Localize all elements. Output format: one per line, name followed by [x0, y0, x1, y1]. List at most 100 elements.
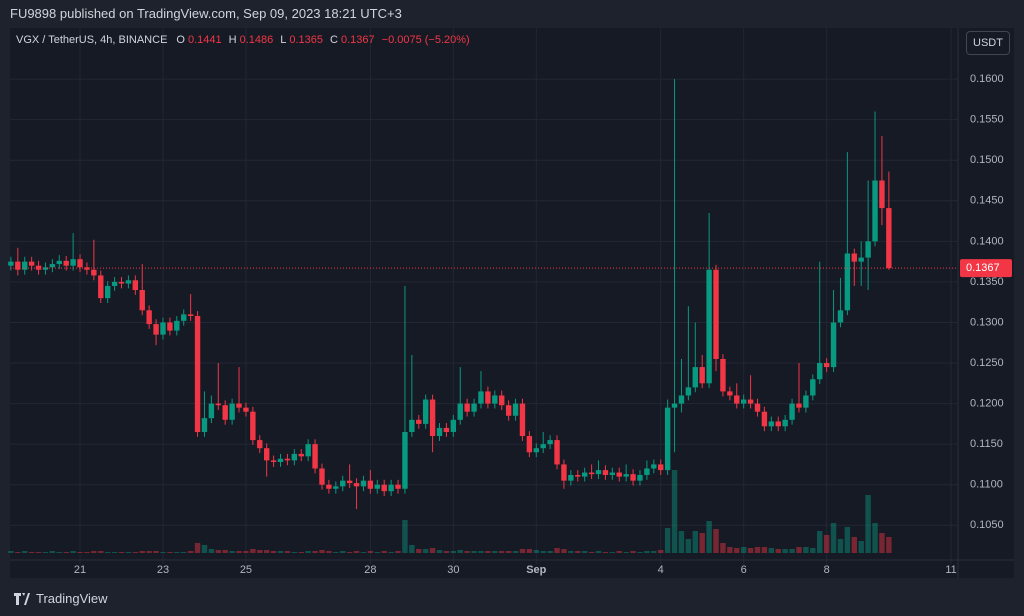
close-value: 0.1367: [340, 34, 375, 46]
volume-bar: [312, 551, 318, 553]
candle-body: [519, 403, 526, 437]
volume-bar: [215, 550, 221, 553]
y-tick-label: 0.1250: [970, 357, 1004, 369]
symbol-title: VGX / TetherUS, 4h, BINANCE: [16, 34, 168, 46]
ohlc-letter: L: [280, 34, 287, 46]
candle-body: [671, 403, 678, 408]
volume-bar: [713, 529, 719, 553]
volume-bar: [817, 531, 823, 553]
volume-bar: [630, 551, 636, 553]
volume-bar: [422, 549, 429, 553]
candle-body: [547, 440, 553, 445]
volume-bar: [658, 550, 664, 553]
candle-body: [346, 480, 353, 484]
volume-bar: [416, 549, 422, 553]
candle-body: [236, 403, 242, 408]
candle-body: [409, 419, 415, 432]
volume-bar: [236, 551, 242, 553]
volume-bar: [595, 551, 602, 553]
volume-bar: [879, 533, 885, 553]
candle-body: [340, 480, 346, 487]
volume-bar: [319, 550, 325, 553]
volume-bar: [837, 539, 844, 553]
volume-bar: [519, 549, 526, 553]
volume-bar: [388, 552, 394, 553]
candle-body: [782, 419, 788, 427]
candle-body: [429, 399, 436, 437]
volume-bar: [443, 551, 450, 553]
candle-body: [457, 403, 463, 420]
candle-body: [630, 474, 636, 481]
volume-bar: [277, 551, 284, 553]
candle-body: [464, 403, 470, 412]
volume-bar: [886, 537, 892, 553]
volume-bar: [49, 551, 56, 553]
legend: VGX / TetherUS, 4h, BINANCE O 0.1441 H 0.1…: [16, 34, 474, 46]
candle-body: [104, 285, 111, 299]
x-tick-label: 8: [824, 564, 830, 576]
y-tick-label: 0.1600: [970, 73, 1004, 85]
volume-bar: [340, 551, 346, 553]
volume-bar: [15, 552, 21, 553]
candle-body: [402, 431, 408, 489]
volume-bar: [512, 551, 519, 553]
volume-bar: [830, 523, 837, 553]
candle-body: [250, 411, 256, 441]
volume-bar: [326, 551, 332, 553]
candle-body: [28, 261, 35, 266]
candle-body: [353, 483, 360, 487]
y-tick-label: 0.1550: [970, 114, 1004, 126]
volume-bar: [547, 551, 553, 553]
volume-bar: [139, 551, 145, 553]
y-tick-label: 0.1150: [970, 438, 1003, 450]
candle-body: [823, 363, 830, 368]
volume-bar: [91, 551, 97, 553]
volume-bar: [581, 551, 588, 553]
volume-bar: [132, 552, 139, 553]
candle-body: [699, 367, 705, 384]
y-tick-label: 0.1200: [970, 397, 1004, 409]
y-tick-label: 0.1350: [970, 276, 1004, 288]
volume-bar: [333, 552, 339, 553]
candle-body: [540, 444, 546, 449]
candle-body: [8, 261, 14, 266]
volume-bar: [609, 552, 616, 553]
ohlc-letter: H: [228, 34, 237, 46]
volume-bar: [485, 551, 491, 553]
candle-body: [56, 260, 62, 265]
volume-bar: [104, 552, 111, 553]
x-tick-label: 6: [741, 564, 747, 576]
candle-body: [872, 180, 878, 242]
candle-body: [139, 290, 145, 311]
candle-body: [886, 208, 892, 269]
volume-bar: [22, 551, 28, 553]
open-value: 0.1441: [187, 34, 222, 46]
candle-body: [588, 472, 595, 475]
candle-body: [754, 403, 761, 412]
volume-bar: [803, 547, 809, 553]
candle-body: [312, 444, 318, 469]
candle-body: [63, 260, 69, 266]
volume-bar: [153, 551, 159, 553]
volume-bar: [229, 551, 235, 553]
candle-body: [222, 405, 228, 420]
candle-body: [692, 367, 698, 388]
candle-body: [478, 391, 484, 404]
candle-body: [609, 472, 616, 475]
candle-body: [360, 480, 367, 487]
volume-bar: [761, 547, 768, 553]
candle-body: [651, 464, 657, 469]
volume-bar: [637, 552, 643, 553]
candle-body: [194, 315, 201, 432]
currency-button[interactable]: USDT: [966, 31, 1010, 55]
candle-body: [740, 399, 747, 404]
volume-bar: [671, 470, 678, 553]
candle-body: [319, 468, 325, 485]
candle-body: [443, 427, 450, 432]
candle-body: [720, 358, 726, 392]
candle-body: [747, 399, 754, 404]
last-price-tag: [960, 259, 1012, 278]
candle-body: [22, 261, 28, 270]
volume-bar: [720, 543, 726, 553]
